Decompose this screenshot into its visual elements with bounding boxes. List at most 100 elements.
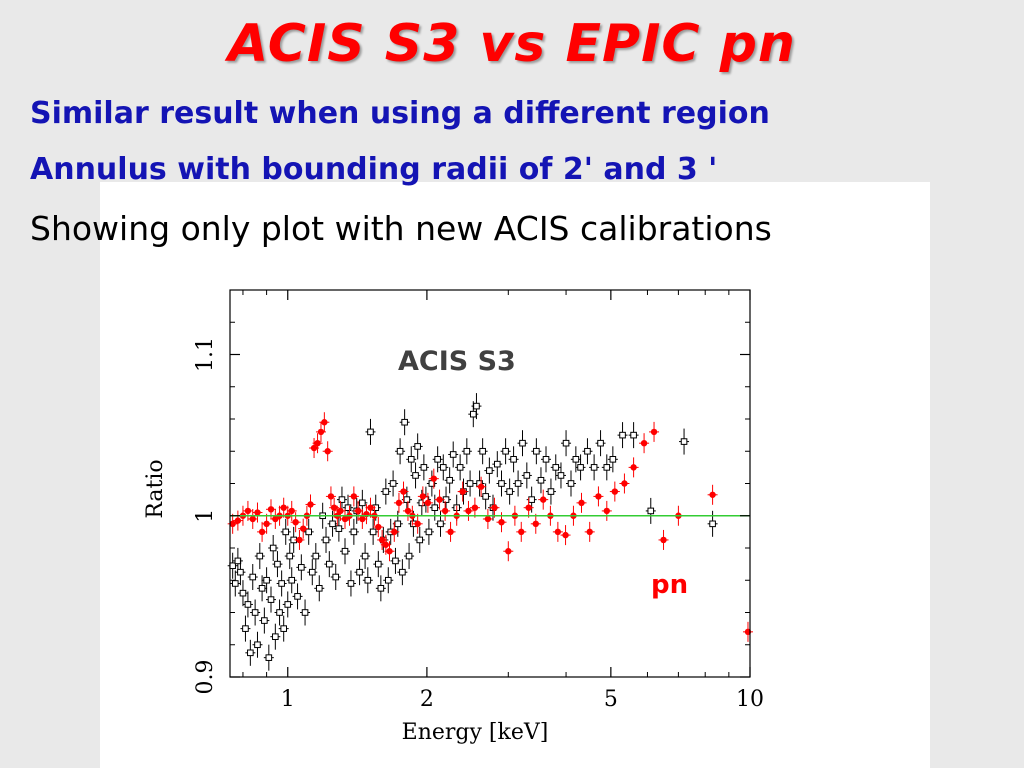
plot-panel — [100, 182, 930, 768]
acis-data-point — [707, 510, 718, 537]
x-tick-label: 1 — [281, 687, 295, 712]
pn-data-point — [257, 521, 268, 542]
acis-data-point — [423, 518, 434, 545]
pn-data-point — [440, 500, 451, 521]
acis-data-point — [263, 644, 274, 671]
acis-data-point — [531, 438, 542, 465]
acis-data-point — [575, 454, 586, 481]
acis-data-point — [362, 567, 373, 594]
acis-data-point — [383, 567, 394, 594]
pn-data-point — [298, 518, 309, 539]
acis-data-point — [340, 538, 351, 565]
pn-data-point — [312, 433, 323, 454]
x-tick-label: 2 — [420, 687, 434, 712]
acis-data-point — [235, 559, 246, 586]
pn-data-point — [428, 468, 439, 489]
y-tick-label: 1 — [193, 509, 218, 523]
acis-data-point — [360, 543, 371, 570]
pn-data-point — [398, 481, 409, 502]
acis-data-point — [399, 409, 410, 436]
pn-data-point — [242, 500, 253, 521]
pn-data-point — [373, 517, 384, 538]
acis-data-point — [435, 510, 446, 537]
pn-data-point — [322, 441, 333, 462]
pn-data-point — [422, 492, 433, 513]
pn-data-point — [232, 510, 243, 531]
acis-data-point — [303, 518, 314, 545]
acis-data-point — [410, 462, 421, 489]
acis-data-point — [272, 551, 283, 578]
acis-data-point — [521, 462, 532, 489]
acis-data-point — [292, 583, 303, 610]
pn-data-point — [286, 500, 297, 521]
pn-data-point — [393, 492, 404, 513]
pn-data-point — [348, 486, 359, 507]
acis-data-point — [414, 526, 425, 553]
acis-data-point — [247, 564, 258, 591]
acis-data-point — [404, 543, 415, 570]
acis-data-point — [274, 599, 285, 626]
acis-data-point — [461, 438, 472, 465]
pn-data-point — [489, 497, 500, 518]
acis-data-point — [230, 570, 241, 597]
pn-data-point — [294, 529, 305, 550]
acis-data-point — [314, 575, 325, 602]
acis-data-point — [388, 470, 399, 497]
acis-data-point — [504, 478, 515, 505]
acis-data-point — [240, 615, 251, 642]
acis-data-point — [550, 454, 561, 481]
acis-data-point — [310, 543, 321, 570]
acis-data-point — [257, 575, 268, 602]
y-tick-label: 0.9 — [193, 660, 218, 695]
acis-data-point — [406, 446, 417, 473]
pn-data-point — [319, 412, 330, 433]
pn-data-point — [384, 541, 395, 562]
acis-data-point — [444, 467, 455, 494]
acis-data-point — [286, 567, 297, 594]
acis-data-point — [307, 559, 318, 586]
acis-data-point — [345, 570, 356, 597]
acis-data-point — [252, 631, 263, 658]
acis-data-point — [555, 462, 566, 489]
x-axis-label: Energy [keV] — [402, 720, 549, 745]
acis-data-point — [477, 438, 488, 465]
pn-data-point — [707, 484, 718, 505]
acis-data-point — [321, 526, 332, 553]
acis-data-point — [465, 470, 476, 497]
pn-data-point — [463, 500, 474, 521]
acis-data-point — [471, 393, 482, 420]
acis-data-point — [227, 552, 238, 579]
pn-data-point — [445, 521, 456, 542]
pn-data-point — [649, 421, 660, 442]
acis-data-point — [254, 543, 265, 570]
pn-data-point — [270, 508, 281, 529]
acis-data-point — [496, 470, 507, 497]
slide-title: ACIS S3 vs EPIC pn — [228, 14, 796, 74]
acis-data-point — [368, 518, 379, 545]
pn-data-point — [639, 433, 650, 454]
acis-data-point — [278, 615, 289, 642]
pn-data-point — [538, 489, 549, 510]
acis-data-point — [455, 454, 466, 481]
acis-data-point — [474, 470, 485, 497]
acis-data-point — [245, 639, 256, 666]
acis-data-point — [561, 430, 572, 457]
pn-data-point — [601, 500, 612, 521]
acis-data-point — [500, 438, 511, 465]
acis-data-point — [645, 497, 656, 524]
pn-data-point — [457, 481, 468, 502]
pn-data-point — [278, 497, 289, 518]
acis-data-point — [541, 446, 552, 473]
acis-data-point — [375, 575, 386, 602]
pn-data-point — [353, 500, 364, 521]
pn-data-point — [609, 481, 620, 502]
acis-data-point — [535, 467, 546, 494]
acis-data-point — [480, 483, 491, 510]
acis-data-point — [380, 478, 391, 505]
pn-data-point — [469, 497, 480, 518]
acis-data-point — [250, 599, 261, 626]
acis-data-point — [412, 433, 423, 460]
acis-data-point — [354, 559, 365, 586]
acis-data-point — [570, 446, 581, 473]
